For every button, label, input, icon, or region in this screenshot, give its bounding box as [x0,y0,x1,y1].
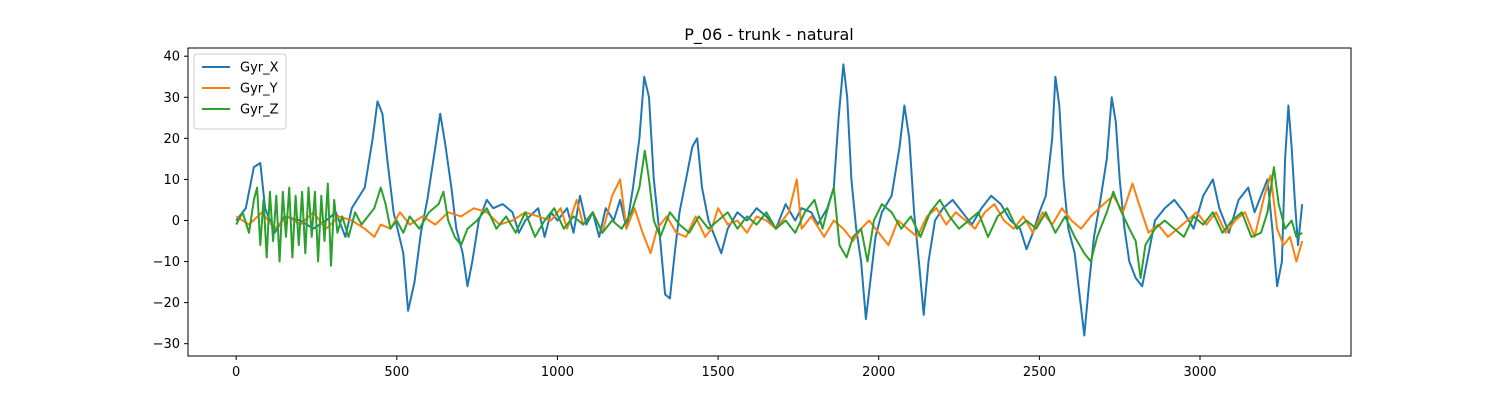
series-layer [235,63,1304,337]
y-axis: −30 −20 −10 0 10 20 30 40 [153,50,188,352]
x-tick-label: 3000 [1183,365,1216,380]
x-tick-label: 2500 [1023,365,1056,380]
y-tick-label: −10 [153,255,180,270]
legend: Gyr_X Gyr_Y Gyr_Z [193,53,287,130]
legend-box [193,53,287,130]
x-tick-label: 2000 [862,365,895,380]
y-tick-label: 0 [172,214,180,229]
x-tick-label: 1000 [541,365,574,380]
y-tick-label: 40 [163,50,180,65]
y-tick-label: 20 [163,132,180,147]
y-tick-label: 30 [163,91,180,106]
legend-label: Gyr_Y [240,82,278,97]
legend-label: Gyr_X [240,61,279,76]
x-tick-label: 500 [384,365,409,380]
series-line-gyr-y [235,174,1304,263]
x-axis: 0 500 1000 1500 2000 2500 3000 [232,356,1217,380]
y-tick-label: −30 [153,337,180,352]
series-line-gyr-x [235,63,1304,337]
chart-title: P_06 - trunk - natural [684,25,853,45]
y-tick-label: 10 [163,173,180,188]
y-tick-label: −20 [153,296,180,311]
plot-frame [187,47,1352,357]
series-line-gyr-z [235,149,1303,279]
legend-label: Gyr_Z [240,103,279,118]
x-tick-label: 0 [232,365,240,380]
x-tick-label: 1500 [702,365,735,380]
